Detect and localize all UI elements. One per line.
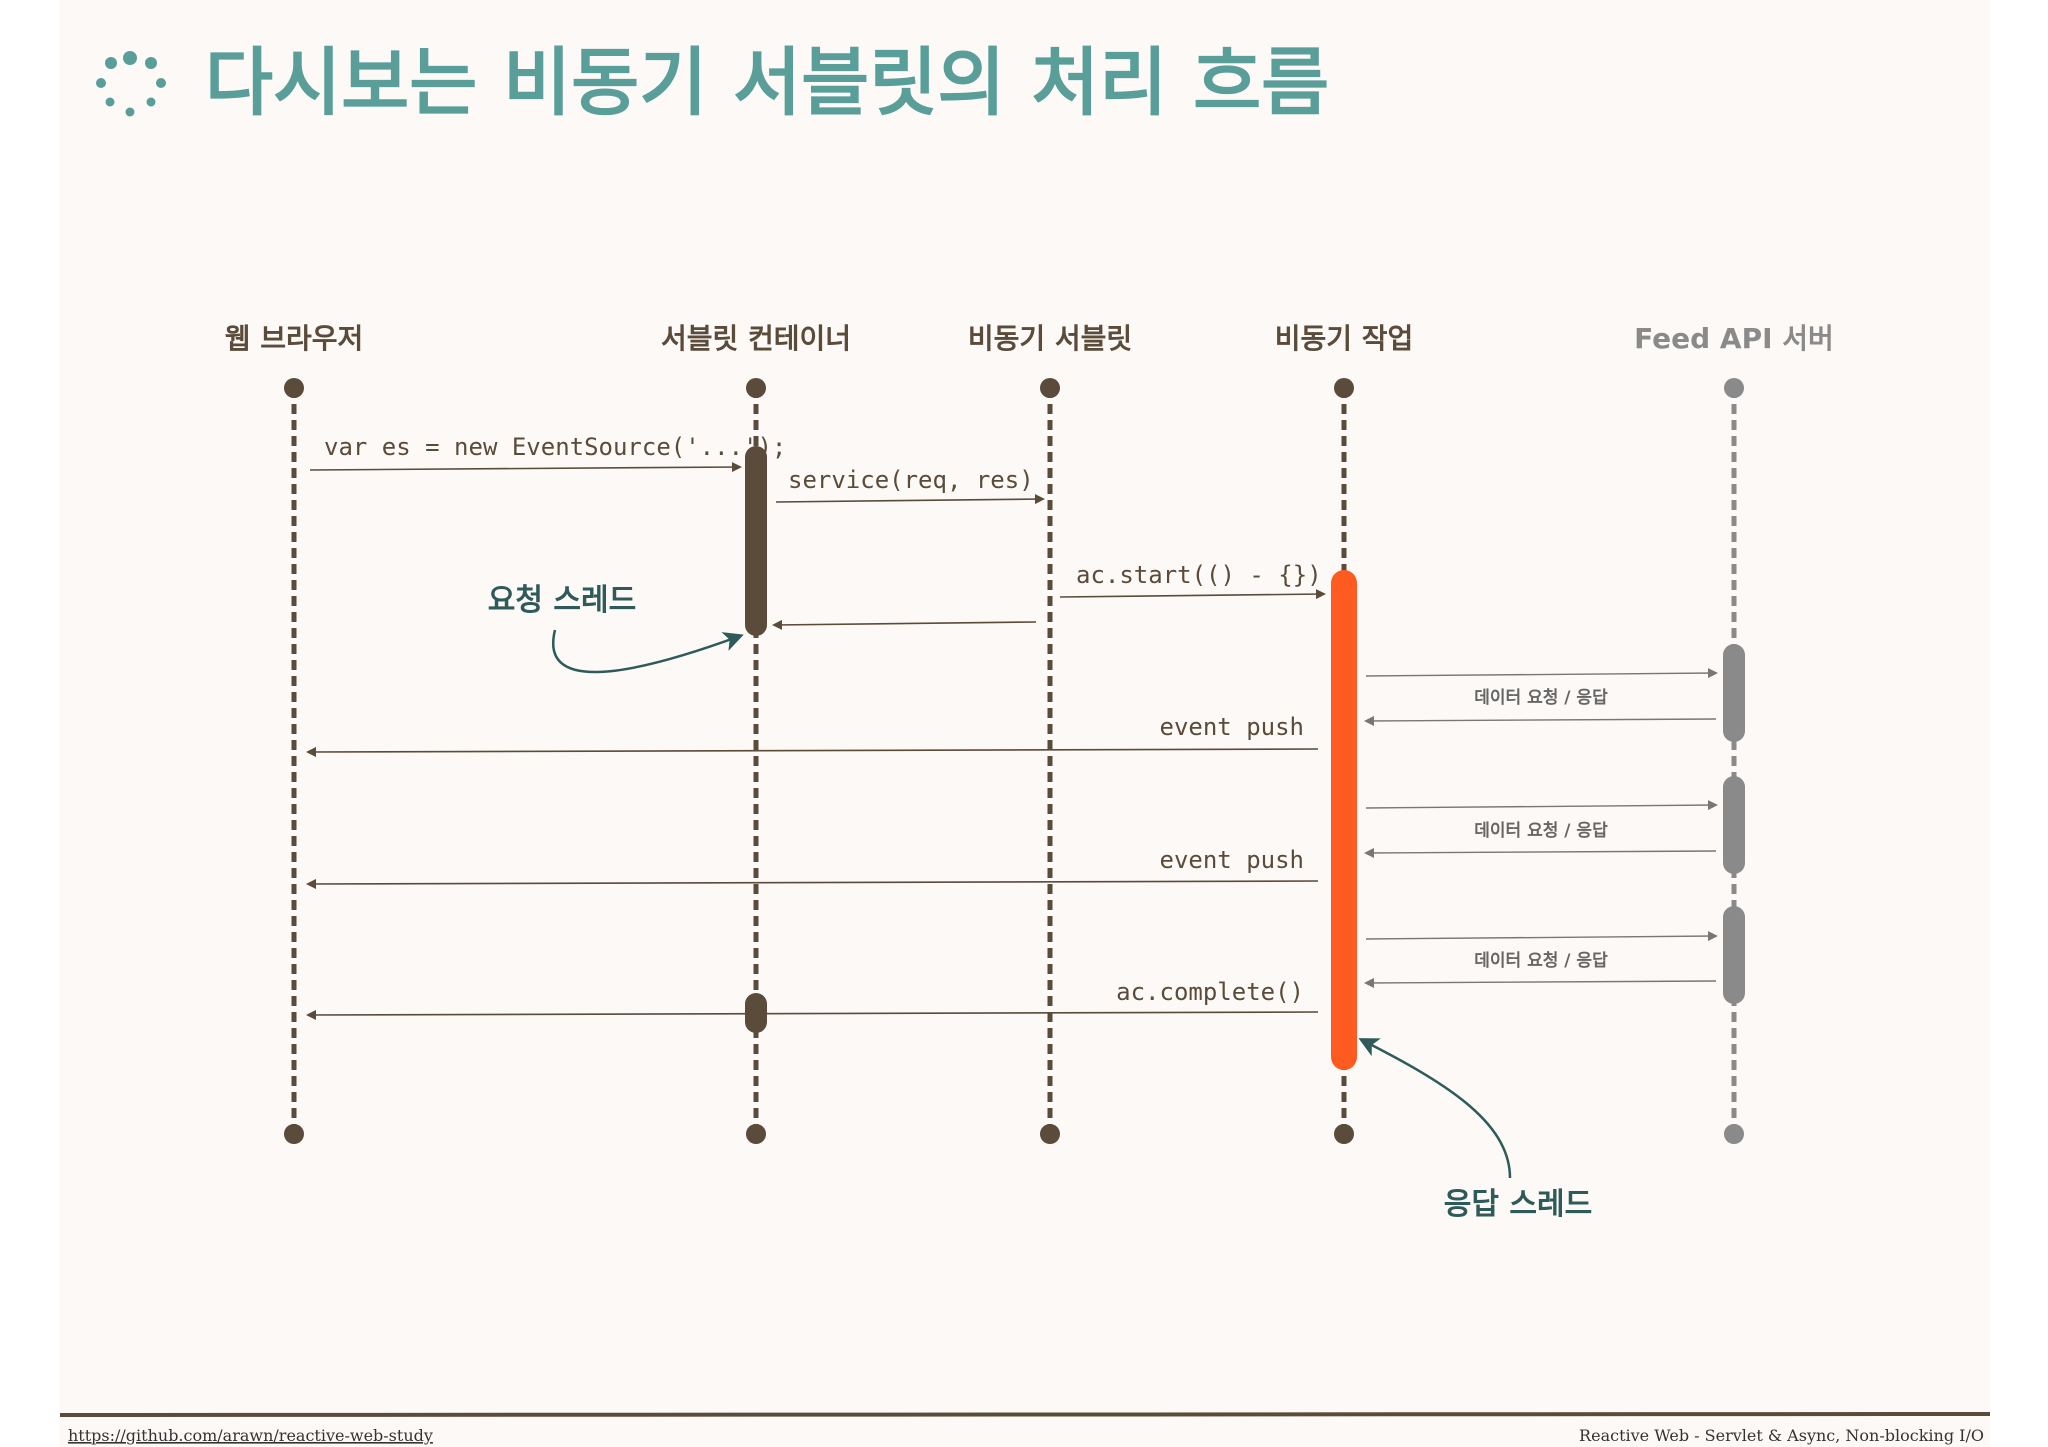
page-title: 다시보는 비동기 서블릿의 처리 흐름 [205, 40, 1329, 126]
participant-label-task: 비동기 작업 [1275, 322, 1414, 355]
title-icon [96, 51, 166, 117]
message-feed-request-response-1: 데이터 요청 / 응답 [1364, 668, 1718, 726]
message-label: 데이터 요청 / 응답 [1474, 820, 1608, 841]
message-event-push-2: event push [306, 846, 1319, 889]
annotation-response-thread: 응답 스레드 [1358, 1038, 1592, 1222]
lifeline-servlet [1040, 378, 1060, 1144]
slide-background [60, 0, 1990, 1447]
participant-label-servlet: 비동기 서블릿 [968, 322, 1132, 355]
annotation-label: 응답 스레드 [1444, 1187, 1592, 1222]
activation-request-thread [745, 446, 767, 636]
message-label: 데이터 요청 / 응답 [1474, 687, 1608, 708]
lifeline-container [746, 378, 766, 1144]
annotation-request-thread: 요청 스레드 [488, 583, 744, 674]
message-service: service(req, res) [775, 466, 1045, 505]
message-label: var es = new EventSource('...'); [324, 433, 786, 461]
message-label: service(req, res) [788, 466, 1034, 494]
activation-feed-2 [1723, 776, 1745, 874]
message-label: ac.start(() - {}) [1076, 561, 1322, 589]
footer-divider [59, 1412, 1991, 1417]
participant-label-browser: 웹 브라우저 [225, 322, 364, 355]
message-label: 데이터 요청 / 응답 [1474, 950, 1608, 971]
message-return-to-container [772, 619, 1037, 630]
annotation-arrow [552, 629, 744, 674]
participant-label-container: 서블릿 컨테이너 [661, 322, 851, 355]
activation-feed-1 [1723, 644, 1745, 742]
footer-caption: Reactive Web - Servlet & Async, Non-bloc… [1579, 1426, 1984, 1445]
participant-label-feed: Feed API 서버 [1634, 322, 1834, 355]
message-event-push-1: event push [306, 713, 1319, 757]
footer-link[interactable]: https://github.com/arawn/reactive-web-st… [68, 1426, 433, 1445]
message-label: event push [1160, 846, 1305, 874]
message-label: event push [1160, 713, 1305, 741]
message-ac-start: ac.start(() - {}) [1059, 561, 1326, 600]
annotation-arrow [1358, 1038, 1512, 1179]
message-feed-request-response-3: 데이터 요청 / 응답 [1364, 931, 1718, 988]
activation-feed-3 [1723, 906, 1745, 1004]
message-feed-request-response-2: 데이터 요청 / 응답 [1364, 800, 1718, 858]
annotation-label: 요청 스레드 [488, 583, 636, 618]
activation-response-thread [1331, 570, 1357, 1070]
message-label: ac.complete() [1116, 978, 1304, 1006]
lifeline-browser [284, 378, 304, 1144]
lifeline-feed [1724, 378, 1744, 1144]
message-ac-complete: ac.complete() [306, 978, 1319, 1020]
message-new-eventsource: var es = new EventSource('...'); [309, 433, 786, 473]
